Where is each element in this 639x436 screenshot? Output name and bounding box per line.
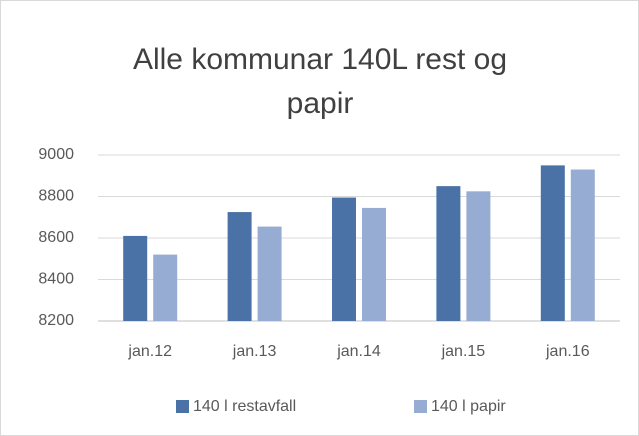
legend-label: 140 l restavfall xyxy=(193,398,296,415)
y-tick-label: 8800 xyxy=(38,188,74,205)
y-tick-label: 8600 xyxy=(38,229,74,246)
y-tick-label: 9000 xyxy=(38,146,74,163)
x-tick-label: jan.12 xyxy=(127,343,172,360)
bar xyxy=(332,197,356,321)
bar xyxy=(570,169,595,321)
legend-swatch xyxy=(176,400,189,413)
bar xyxy=(436,186,461,321)
x-tick-label: jan.14 xyxy=(336,343,381,360)
bar xyxy=(257,226,282,321)
x-tick-label: jan.16 xyxy=(545,343,590,360)
chart-title: Alle kommunar 140L rest og papir xyxy=(132,43,508,120)
y-tick-label: 8200 xyxy=(38,312,74,329)
x-tick-label: jan.15 xyxy=(441,343,486,360)
y-tick-label: 8400 xyxy=(38,271,74,288)
x-tick-label: jan.13 xyxy=(232,343,277,360)
bar xyxy=(153,254,178,321)
bar xyxy=(227,212,252,321)
legend-label: 140 l papir xyxy=(431,398,506,415)
legend-swatch xyxy=(414,400,427,413)
bar xyxy=(362,207,386,321)
bar xyxy=(466,191,491,321)
bar xyxy=(540,165,565,321)
bar xyxy=(123,235,148,321)
